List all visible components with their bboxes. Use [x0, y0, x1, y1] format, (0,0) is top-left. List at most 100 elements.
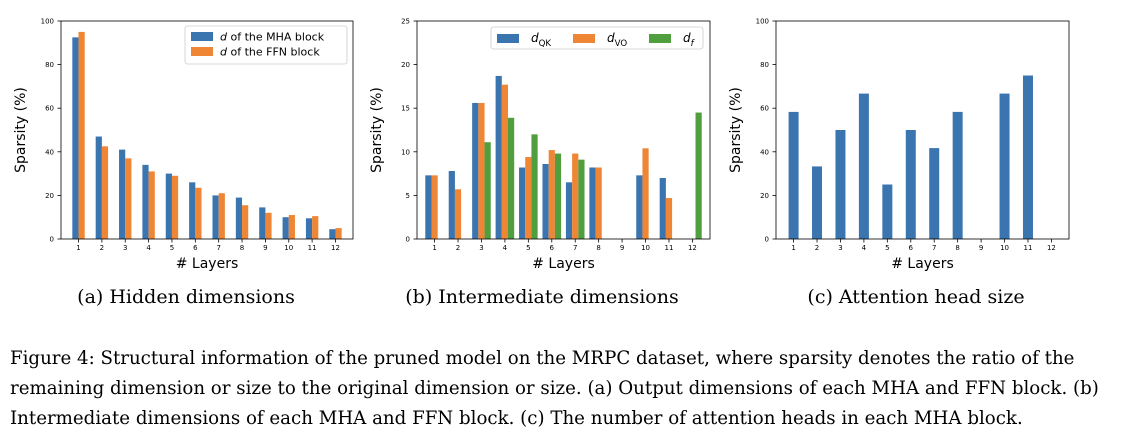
bar-b-s1-5 [519, 167, 526, 239]
y-tick-label-a-100: 100 [41, 18, 54, 26]
legend-label-b-s1: dQK [531, 31, 551, 49]
legend-swatch-b-s3 [649, 34, 671, 43]
bar-c-s1-4 [858, 93, 869, 240]
y-tick-label-c-80: 80 [760, 61, 769, 69]
legend-swatch-a-s1 [191, 32, 213, 41]
bar-a-s2-3 [125, 158, 132, 239]
x-tick-label-c-1: 1 [791, 244, 795, 252]
bar-b-s2-8 [595, 167, 602, 239]
legend-swatch-b-s2 [573, 34, 595, 43]
bar-c-s1-11 [1022, 75, 1033, 239]
bar-b-s1-1 [425, 175, 432, 239]
bar-c-s1-7 [929, 148, 940, 239]
x-tick-label-a-12: 12 [331, 244, 340, 252]
legend-label-a-s2: d of the FFN block [220, 46, 320, 59]
legend-label-a-s2-rest: of the FFN block [227, 46, 320, 59]
legend-swatch-a-s2 [191, 47, 213, 56]
legend-label-b-s3-subscript: f [691, 39, 696, 49]
y-tick-label-b-5: 5 [406, 192, 410, 200]
subcaption-c: (c) Attention head size [807, 286, 1025, 308]
bar-a-s2-7 [218, 193, 225, 239]
x-tick-label-a-7: 7 [216, 244, 220, 252]
x-tick-label-b-5: 5 [526, 244, 530, 252]
bar-a-s1-3 [119, 149, 126, 239]
bar-b-s3-12 [695, 112, 702, 239]
bar-a-s2-8 [242, 205, 249, 239]
legend-label-b-s2-subscript: VO [615, 39, 628, 49]
plot-frame-b [416, 20, 711, 240]
bar-b-s1-8 [589, 167, 596, 239]
x-tick-label-c-3: 3 [838, 244, 842, 252]
bar-b-s2-7 [572, 153, 579, 239]
x-tick-label-a-9: 9 [263, 244, 267, 252]
bar-a-s1-1 [72, 37, 79, 239]
bar-c-s1-5 [882, 184, 893, 239]
x-tick-label-c-5: 5 [885, 244, 889, 252]
x-tick-label-c-12: 12 [1047, 244, 1056, 252]
legend-label-a-s1-symbol: d [220, 31, 228, 44]
subcaption-a: (a) Hidden dimensions [77, 286, 295, 308]
bar-b-s3-6 [554, 153, 562, 239]
x-tick-label-a-2: 2 [100, 244, 104, 252]
bar-b-s3-5 [531, 134, 538, 239]
legend-frame-b [490, 26, 704, 50]
bar-a-s2-2 [101, 146, 109, 239]
x-tick-label-c-6: 6 [909, 244, 914, 252]
y-tick-label-a-80: 80 [45, 61, 54, 69]
bar-c-s1-3 [835, 130, 846, 239]
y-axis-title-c: Sparsity (%) [728, 87, 744, 173]
x-tick-label-c-8: 8 [955, 244, 959, 252]
figure-caption: Figure 4: Structural information of the … [10, 348, 1099, 429]
x-tick-label-c-11: 11 [1024, 244, 1033, 252]
bar-b-s2-6 [548, 150, 555, 239]
bar-c-s1-8 [952, 111, 963, 239]
legend-label-b-s1-symbol: d [531, 31, 539, 45]
x-tick-label-b-2: 2 [456, 244, 460, 252]
y-tick-label-b-15: 15 [401, 105, 410, 113]
legend-label-b-s2: dVO [607, 31, 627, 49]
bar-b-s2-3 [478, 102, 485, 239]
x-tick-label-c-9: 9 [979, 244, 983, 252]
legend-label-b-s3-symbol: d [683, 31, 691, 45]
y-tick-label-c-0: 0 [765, 236, 769, 244]
bar-c-s1-6 [905, 130, 916, 239]
x-tick-label-a-4: 4 [146, 244, 151, 252]
bar-b-s1-7 [565, 182, 573, 239]
legend-label-b-s2-symbol: d [607, 31, 615, 45]
x-tick-label-c-7: 7 [932, 244, 936, 252]
y-tick-label-b-0: 0 [406, 236, 410, 244]
y-tick-label-a-0: 0 [50, 236, 54, 244]
bar-a-s1-12 [329, 229, 336, 239]
x-tick-label-b-7: 7 [573, 244, 577, 252]
y-tick-label-a-40: 40 [45, 148, 54, 156]
x-tick-label-a-1: 1 [76, 244, 80, 252]
y-axis-title-b: Sparsity (%) [369, 87, 385, 173]
bar-b-s2-11 [665, 198, 673, 239]
y-tick-label-c-60: 60 [760, 105, 769, 113]
bar-a-s2-5 [171, 175, 179, 239]
x-tick-label-b-11: 11 [665, 244, 674, 252]
plot-frame-a [60, 20, 354, 240]
legend-label-b-s1-subscript: QK [539, 39, 552, 49]
bar-a-s1-4 [142, 164, 149, 239]
x-tick-label-b-10: 10 [641, 244, 650, 252]
bar-b-s1-6 [542, 164, 549, 239]
x-tick-label-a-3: 3 [123, 244, 127, 252]
bar-a-s2-6 [195, 187, 202, 239]
bar-b-s1-10 [636, 175, 643, 239]
bar-a-s2-9 [265, 212, 272, 239]
x-tick-label-b-3: 3 [479, 244, 483, 252]
bar-b-s3-4 [508, 117, 515, 239]
x-tick-label-b-8: 8 [596, 244, 600, 252]
bar-b-s3-3 [484, 142, 491, 239]
y-tick-label-a-20: 20 [45, 192, 54, 200]
legend-label-b-s3: df [683, 31, 696, 49]
bar-b-s2-4 [501, 84, 508, 239]
bar-a-s1-8 [235, 197, 243, 239]
legend-frame-a [184, 25, 348, 65]
y-tick-label-c-40: 40 [760, 148, 769, 156]
bar-b-s2-10 [642, 148, 649, 239]
